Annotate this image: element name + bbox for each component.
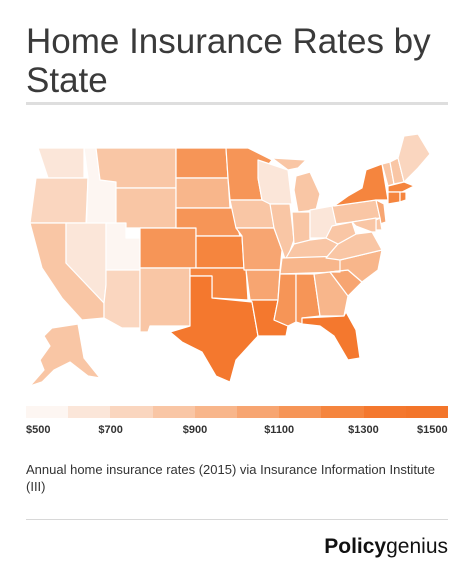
us-choropleth-map xyxy=(29,133,431,387)
caption: Annual home insurance rates (2015) via I… xyxy=(26,462,436,494)
legend-tick-label: $1300 xyxy=(348,424,379,436)
legend-swatch xyxy=(279,406,322,418)
state-ny xyxy=(333,163,389,207)
state-fl xyxy=(301,311,361,361)
legend-tick-label: $900 xyxy=(182,424,208,436)
state-tx xyxy=(169,275,259,383)
legend-swatch xyxy=(237,406,280,418)
state-wa xyxy=(37,147,85,179)
legend-swatch xyxy=(405,406,449,418)
brand-logo-regular: genius xyxy=(386,535,448,558)
state-ga xyxy=(313,271,349,317)
state-in xyxy=(291,211,311,245)
state-ar xyxy=(245,269,281,301)
state-ma xyxy=(387,181,415,193)
legend-swatch xyxy=(110,406,153,418)
state-nm xyxy=(139,267,191,333)
state-nd xyxy=(175,147,229,179)
footer-divider xyxy=(26,519,448,520)
color-scale-legend xyxy=(26,406,449,418)
state-ri xyxy=(399,191,407,203)
state-ia xyxy=(229,199,275,229)
state-wy xyxy=(115,187,177,229)
page-title: Home Insurance Rates by State xyxy=(26,22,431,100)
legend-swatch xyxy=(68,406,111,418)
state-ks xyxy=(195,235,245,269)
title-divider xyxy=(26,102,448,105)
legend-tick-labels: $500 $700 $900 $1100 $1300 $1500 xyxy=(26,424,448,438)
state-me xyxy=(397,133,431,183)
state-nc xyxy=(329,249,383,283)
brand-logo-bold: Policy xyxy=(324,535,387,558)
state-co xyxy=(139,227,197,269)
legend-tick-label: $500 xyxy=(26,424,51,436)
state-az xyxy=(103,269,141,329)
legend-swatch xyxy=(363,406,406,418)
legend-swatch xyxy=(321,406,364,418)
state-ct xyxy=(387,191,401,205)
legend-tick-label: $1500 xyxy=(417,424,448,436)
legend-tick-label: $700 xyxy=(98,424,123,436)
state-ut xyxy=(105,222,141,271)
legend-swatch xyxy=(152,406,195,418)
state-md xyxy=(351,217,377,233)
state-sd xyxy=(175,177,231,209)
state-nj xyxy=(375,199,387,225)
state-or xyxy=(29,177,89,224)
brand-logo: Policygenius xyxy=(324,535,448,559)
state-ak xyxy=(29,323,101,387)
legend-swatch xyxy=(26,406,69,418)
legend-tick-label: $1100 xyxy=(264,424,295,436)
legend-swatch xyxy=(194,406,238,418)
